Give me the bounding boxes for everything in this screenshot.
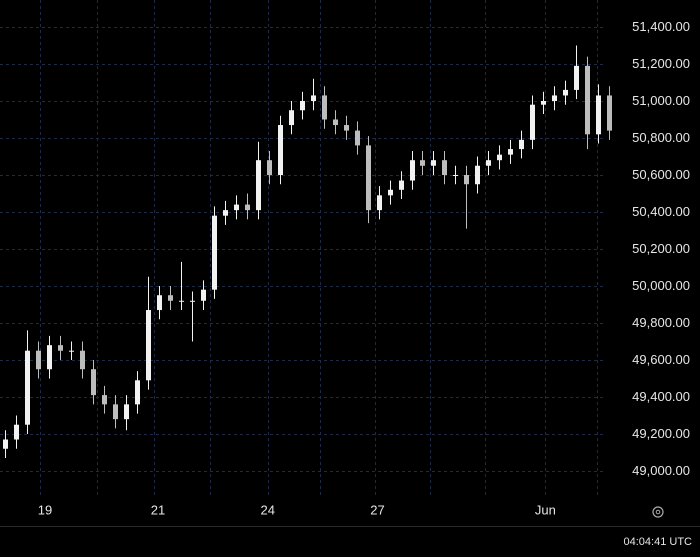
y-tick-label: 51,400.00 (632, 19, 690, 34)
y-tick-label: 50,600.00 (632, 167, 690, 182)
candle-body (36, 350, 41, 370)
candle-body (530, 104, 535, 140)
candle-body (146, 310, 151, 381)
candle-body (552, 95, 557, 101)
x-tick-label: Jun (535, 502, 556, 517)
candle-body (366, 145, 371, 211)
y-tick-label: 51,000.00 (632, 93, 690, 108)
candle-body (399, 180, 404, 190)
candle-body (497, 154, 502, 161)
candle-body (201, 289, 206, 301)
candle-body (420, 160, 425, 166)
y-tick-label: 49,600.00 (632, 352, 690, 367)
candle-body (168, 295, 173, 301)
candle-body (91, 369, 96, 396)
y-tick-label: 50,400.00 (632, 204, 690, 219)
y-tick-label: 49,400.00 (632, 389, 690, 404)
candle-body (486, 160, 491, 166)
candle-body (344, 125, 349, 131)
candle-body (322, 95, 327, 120)
x-tick-label: 24 (261, 502, 275, 517)
x-tick-label: 21 (151, 502, 165, 517)
candle-body (267, 160, 272, 175)
candle-body (519, 139, 524, 150)
candle-body (464, 174, 469, 185)
candle-body (388, 189, 393, 196)
candle-body (377, 195, 382, 211)
y-tick-label: 49,000.00 (632, 463, 690, 478)
candle-body (333, 119, 338, 126)
settings-dot[interactable] (655, 509, 661, 515)
candle-body (563, 89, 568, 96)
settings-ring[interactable] (652, 506, 664, 518)
candle-body (355, 130, 360, 146)
clock: 04:04:41 UTC (624, 536, 693, 548)
y-tick-label: 50,200.00 (632, 241, 690, 256)
candle-body (574, 65, 579, 90)
candle-body (453, 174, 458, 176)
candle-body (80, 350, 85, 370)
candle-body (278, 125, 283, 175)
candle-body (256, 160, 261, 211)
candle-body (190, 300, 195, 302)
candle-body (124, 404, 129, 420)
candle-body (475, 165, 480, 185)
x-tick-label: 19 (38, 502, 52, 517)
candle-body (442, 160, 447, 175)
candle-body (14, 424, 19, 440)
y-tick-label: 50,800.00 (632, 130, 690, 145)
candle-body (607, 95, 612, 131)
candle-body (157, 295, 162, 311)
settings-icon[interactable] (652, 506, 664, 518)
candle-body (300, 100, 305, 111)
candle-body (113, 404, 118, 420)
y-tick-label: 51,200.00 (632, 56, 690, 71)
y-tick-label: 49,800.00 (632, 315, 690, 330)
candle-body (135, 380, 140, 405)
candle-body (245, 204, 250, 211)
candle-body (212, 215, 217, 290)
candle-body (596, 95, 601, 135)
candle-body (289, 110, 294, 126)
candle-body (585, 65, 590, 135)
x-tick-label: 27 (370, 502, 384, 517)
y-tick-label: 49,200.00 (632, 426, 690, 441)
candle-body (58, 345, 63, 351)
candle-body (3, 439, 8, 449)
candle-body (25, 350, 30, 425)
candle-body (69, 350, 74, 352)
candle-body (47, 345, 52, 370)
candle-body (311, 95, 316, 101)
y-tick-label: 50,000.00 (632, 278, 690, 293)
candle-body (431, 160, 436, 166)
candle-body (410, 160, 415, 181)
candle-body (102, 395, 107, 405)
candle-body (179, 300, 184, 302)
candle-body (223, 210, 228, 216)
candle-body (541, 100, 546, 105)
candle-body (508, 149, 513, 155)
candle-body (234, 204, 239, 211)
